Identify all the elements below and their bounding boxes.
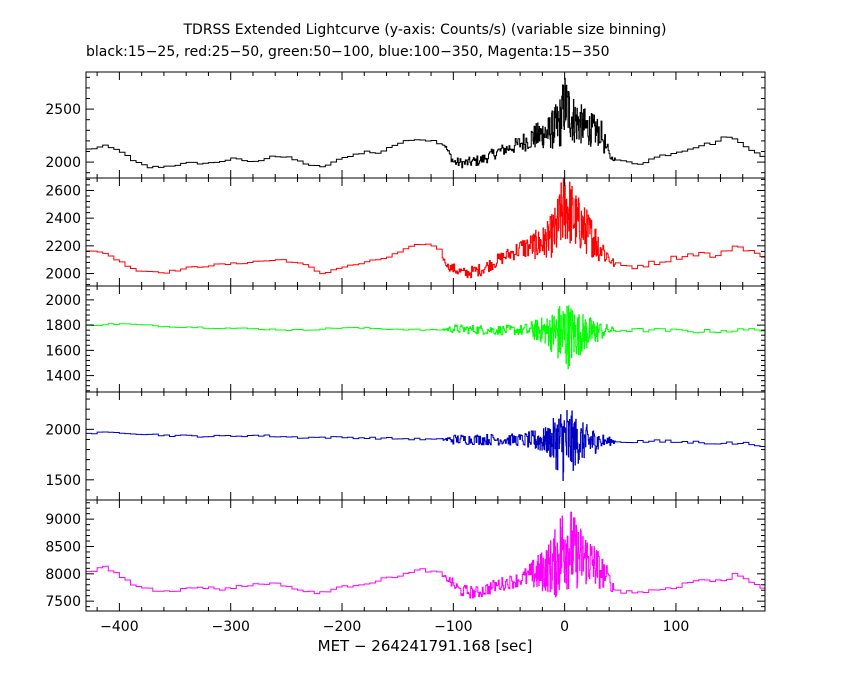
panel-frame-50-100 (85, 285, 766, 393)
panel-frame-25-50 (85, 177, 766, 287)
y-tick-label-25-50: 2600 (45, 183, 81, 199)
y-tick-label-25-50: 2000 (45, 267, 81, 283)
x-tick-label: 100 (663, 619, 690, 635)
y-tick-label-25-50: 2200 (45, 239, 81, 255)
panel-frame-15-350 (85, 499, 766, 612)
y-tick-label-50-100: 1800 (45, 318, 81, 334)
x-tick-label: −300 (211, 619, 249, 635)
y-tick-label-15-350: 8000 (45, 567, 81, 583)
y-tick-label-50-100: 1600 (45, 343, 81, 359)
y-tick-label-15-25: 2000 (45, 155, 81, 171)
series-line-100-350 (86, 410, 765, 481)
y-tick-label-100-350: 1500 (45, 473, 81, 489)
x-tick-label: −100 (434, 619, 472, 635)
y-tick-label-50-100: 1400 (45, 369, 81, 385)
y-tick-label-50-100: 2000 (45, 293, 81, 309)
y-tick-label-15-350: 7500 (45, 594, 81, 610)
x-tick-label: 0 (560, 619, 569, 635)
y-tick-label-15-350: 9000 (45, 512, 81, 528)
panel-frame-100-350 (85, 391, 766, 501)
x-axis-label: MET − 264241791.168 [sec] (317, 637, 533, 655)
y-tick-label-15-25: 2500 (45, 102, 81, 118)
chart-subtitle: black:15−25, red:25−50, green:50−100, bl… (86, 44, 610, 60)
y-tick-label-100-350: 2000 (45, 422, 81, 438)
series-line-25-50 (86, 177, 765, 279)
y-tick-label-15-350: 8500 (45, 539, 81, 555)
x-tick-label: −400 (100, 619, 138, 635)
series-line-15-350 (86, 511, 765, 599)
series-line-15-25 (86, 77, 765, 169)
x-tick-label: −200 (323, 619, 361, 635)
y-tick-label-25-50: 2400 (45, 211, 81, 227)
chart-title: TDRSS Extended Lightcurve (y-axis: Count… (183, 22, 667, 38)
series-line-50-100 (86, 305, 765, 370)
